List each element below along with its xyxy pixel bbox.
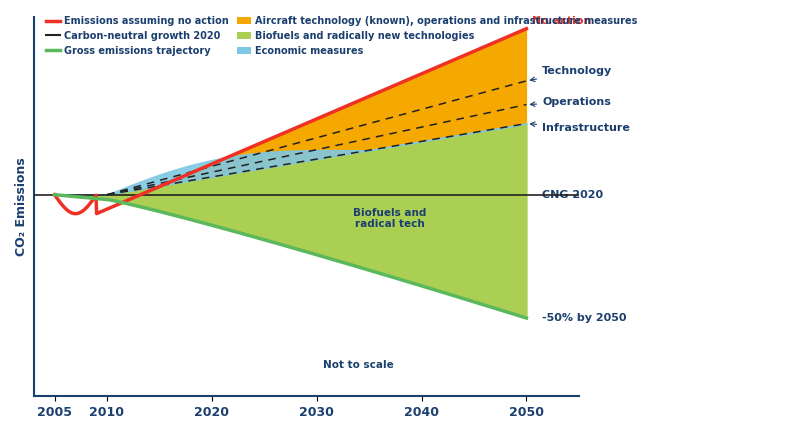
Text: CNG 2020: CNG 2020 [542, 190, 603, 200]
Text: -50% by 2050: -50% by 2050 [542, 313, 626, 323]
Text: Infrastructure: Infrastructure [530, 122, 630, 133]
Y-axis label: CO₂ Emissions: CO₂ Emissions [15, 157, 28, 256]
Legend: Emissions assuming no action, Carbon-neutral growth 2020, Gross emissions trajec: Emissions assuming no action, Carbon-neu… [44, 14, 640, 58]
Text: Technology: Technology [530, 66, 613, 82]
Text: Not to scale: Not to scale [323, 361, 394, 371]
Text: Operations: Operations [530, 97, 611, 107]
Text: Biofuels and
radical tech: Biofuels and radical tech [354, 207, 426, 229]
Text: No action: No action [532, 16, 591, 26]
